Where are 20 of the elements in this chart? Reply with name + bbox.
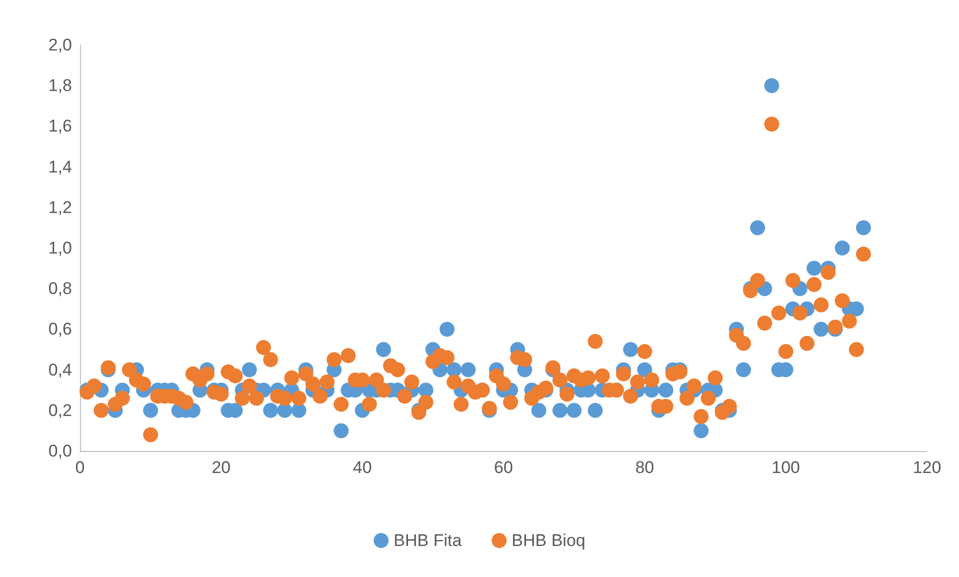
y-tick-label: 0,6 bbox=[48, 320, 72, 339]
x-tick-label: 80 bbox=[635, 458, 654, 477]
x-tick-label: 20 bbox=[212, 458, 231, 477]
y-tick-label: 1,0 bbox=[48, 238, 72, 258]
legend-label: BHB Bioq bbox=[512, 531, 586, 550]
legend-label: BHB Fita bbox=[394, 531, 462, 550]
y-tick-label: 0,8 bbox=[48, 279, 72, 298]
x-tick-label: 100 bbox=[772, 458, 800, 477]
x-tick-label: 40 bbox=[352, 458, 372, 477]
y-tick-label: 1,4 bbox=[48, 157, 72, 176]
y-tick-label: 1,8 bbox=[48, 76, 72, 96]
x-tick-label: 0 bbox=[75, 458, 85, 477]
y-tick-label: 1,2 bbox=[48, 198, 72, 217]
y-tick-label: 1,6 bbox=[48, 116, 72, 136]
y-tick-label: 0,4 bbox=[48, 360, 72, 380]
y-tick-label: 0,0 bbox=[48, 442, 72, 460]
x-tick-label: 120 bbox=[912, 458, 942, 477]
y-tick-label: 2,0 bbox=[48, 36, 72, 54]
y-tick-label: 0,2 bbox=[48, 400, 72, 420]
x-tick-label: 60 bbox=[494, 458, 513, 477]
